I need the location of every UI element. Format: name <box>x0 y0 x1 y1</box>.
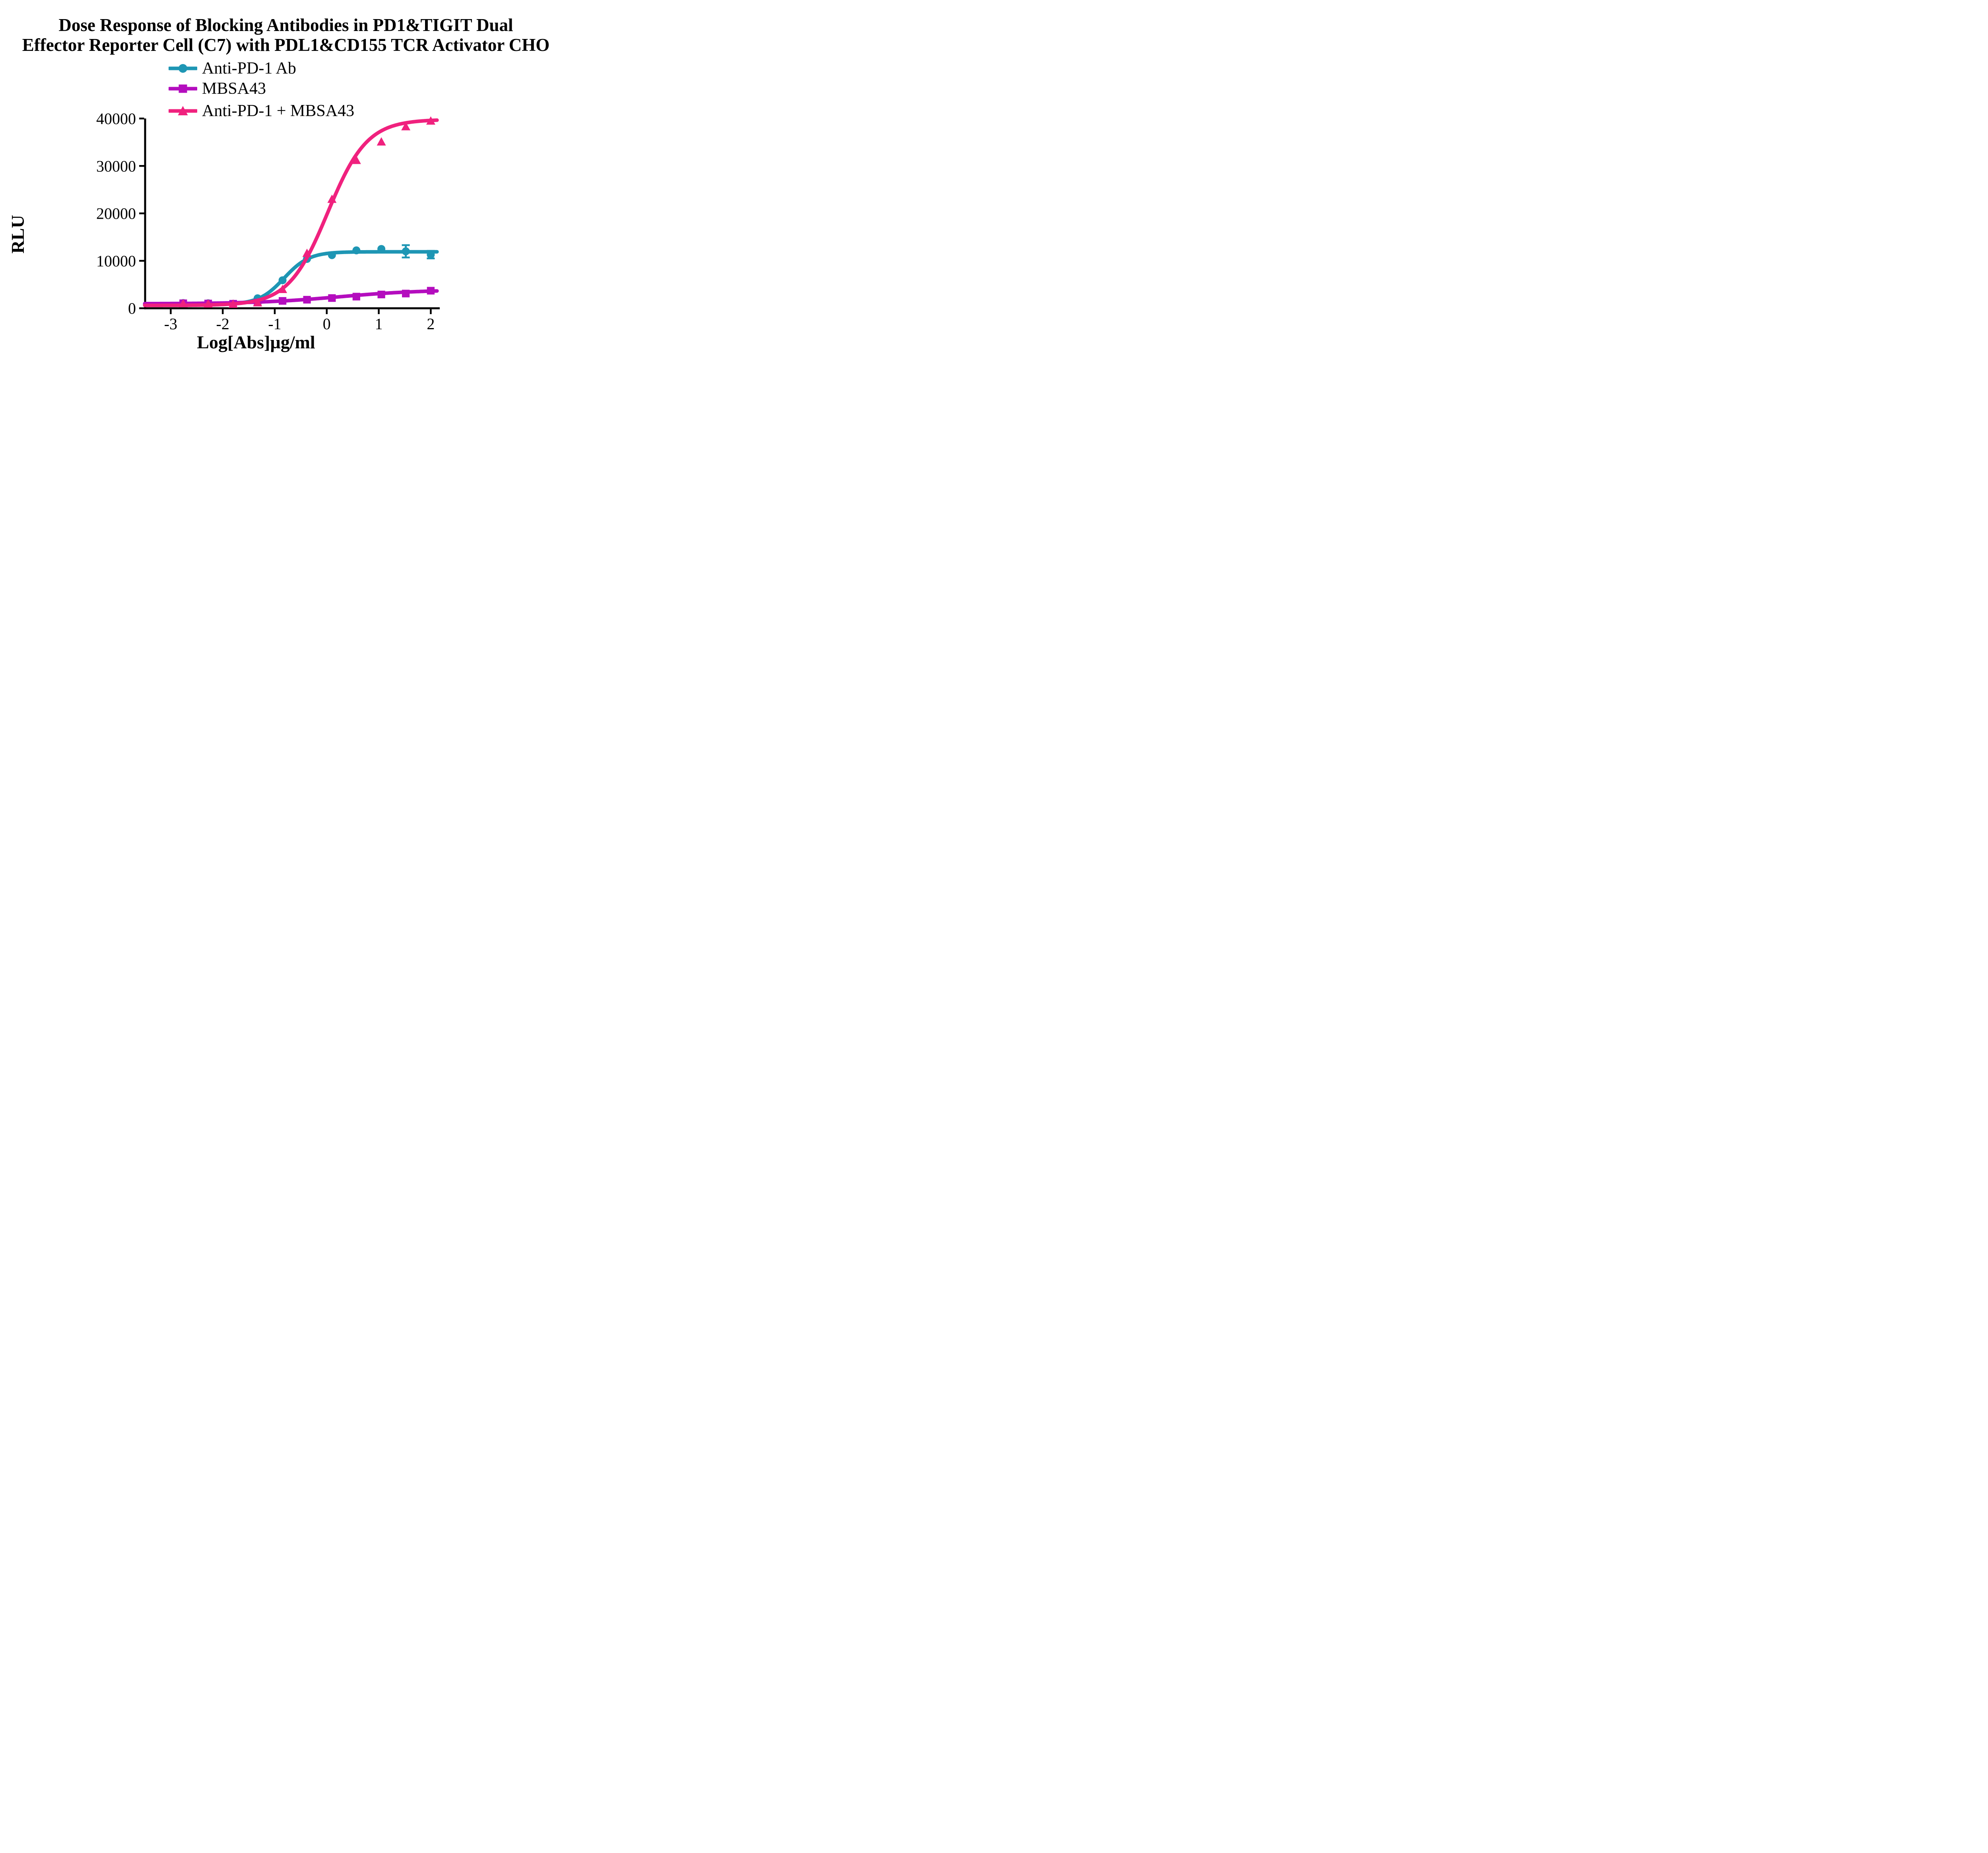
mbsa43-marker <box>303 296 311 304</box>
y-tick-label: 40000 <box>96 110 136 128</box>
anti-pd-1-mbsa43-legend-marker-icon <box>169 106 197 115</box>
anti-pd-1-ab-marker <box>377 245 386 253</box>
anti-pd-1-ab-marker <box>427 251 435 259</box>
anti-pd-1-mbsa43-marker <box>351 155 361 164</box>
anti-pd-1-mbsa43-marker <box>426 116 435 125</box>
anti-pd-1-ab-marker <box>402 247 410 256</box>
x-tick-label: -2 <box>216 315 229 333</box>
y-tick-label: 0 <box>128 299 136 317</box>
anti-pd-1-ab-marker <box>278 276 287 284</box>
mbsa43-marker <box>402 289 410 297</box>
anti-pd-1-mbsa43-marker <box>302 249 312 257</box>
mbsa43-marker <box>377 291 385 299</box>
anti-pd-1-mbsa43-marker <box>179 299 188 307</box>
legend-item-anti-pd-1-ab: Anti-PD-1 Ab <box>169 59 296 78</box>
x-tick-label: -1 <box>268 315 281 333</box>
anti-pd-1-mbsa43-marker <box>278 284 287 293</box>
anti-pd-1-ab-legend-marker-icon <box>169 64 197 73</box>
mbsa43-marker <box>427 287 435 295</box>
chart-title-line2: Effector Reporter Cell (C7) with PDL1&CD… <box>22 35 550 55</box>
anti-pd-1-mbsa43-marker <box>204 299 213 308</box>
y-axis-title: RLU <box>8 215 28 253</box>
anti-pd-1-ab-marker <box>352 246 361 254</box>
x-tick-label: 0 <box>323 315 331 333</box>
y-tick-label: 10000 <box>96 252 136 270</box>
anti-pd-1-mbsa43-marker <box>228 299 238 308</box>
anti-pd-1-mbsa43-marker <box>253 298 262 307</box>
legend-label-anti-pd-1-ab: Anti-PD-1 Ab <box>202 59 296 78</box>
x-tick-label: 2 <box>427 315 435 333</box>
anti-pd-1-mbsa43-marker <box>377 137 386 146</box>
chart-canvas: Dose Response of Blocking Antibodies in … <box>0 0 572 371</box>
mbsa43-legend-marker-icon <box>169 84 197 93</box>
plot-area: 0 10000 20000 30000 40000 -3 -2 -1 0 1 2 RLU Log[Abs… <box>8 110 440 352</box>
mbsa43-curve <box>143 289 439 306</box>
anti-pd-1-mbsa43-marker <box>327 194 337 203</box>
anti-pd-1-mbsa43-curve <box>143 118 439 307</box>
x-tick-label: 1 <box>375 315 383 333</box>
anti-pd-1-ab-marker <box>328 251 336 259</box>
chart-title-line1: Dose Response of Blocking Antibodies in … <box>58 15 513 35</box>
legend-item-anti-pd-1-mbsa43: Anti-PD-1 + MBSA43 <box>169 101 354 120</box>
x-axis-title: Log[Abs]µg/ml <box>197 332 315 352</box>
legend-label-anti-pd-1-mbsa43: Anti-PD-1 + MBSA43 <box>202 102 355 120</box>
legend-item-mbsa43: MBSA43 <box>169 79 266 98</box>
chart-title: Dose Response of Blocking Antibodies in … <box>0 15 572 55</box>
mbsa43-marker <box>352 293 360 301</box>
legend-label-mbsa43: MBSA43 <box>202 80 266 98</box>
anti-pd-1-mbsa43-marker <box>401 122 411 130</box>
y-tick-label: 20000 <box>96 205 136 223</box>
mbsa43-marker <box>328 294 336 302</box>
x-tick-label: -3 <box>164 315 177 333</box>
mbsa43-marker <box>279 297 287 305</box>
y-tick-label: 30000 <box>96 157 136 175</box>
